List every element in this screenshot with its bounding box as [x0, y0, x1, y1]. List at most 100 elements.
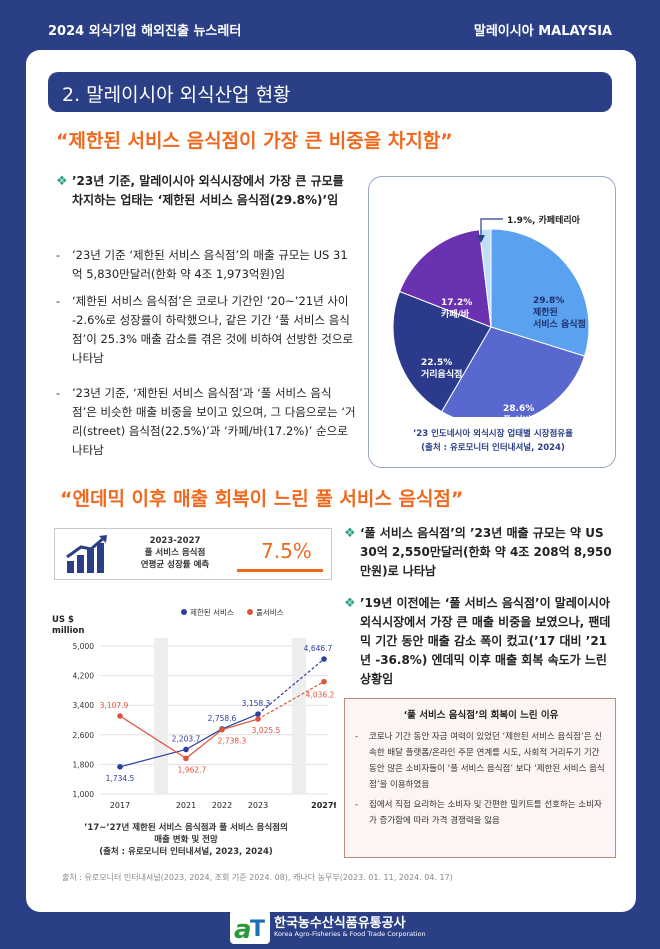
series-point — [321, 656, 327, 662]
y-axis-label: million — [52, 626, 84, 636]
bullet-2-0: ❖ ‘풀 서비스 음식점’의 ’23년 매출 규모는 약 US 30억 2,55… — [344, 524, 616, 581]
pie-slice — [399, 229, 492, 328]
legend-label: 풀서비스 — [256, 608, 284, 617]
bullet-1-2: - ‘제한된 서비스 음식점’은 코로나 기간인 ’20~’21년 사이 -2.… — [56, 292, 356, 368]
svg-text:T: T — [250, 917, 265, 942]
line-caption-line: 매출 변화 및 전망 — [154, 835, 218, 845]
bullet-text: ‘제한된 서비스 음식점’은 코로나 기간인 ’20~’21년 사이 -2.6%… — [72, 294, 354, 365]
pie-slice-label: 28.6% — [503, 404, 534, 414]
country-label: 말레이시아 MALAYSIA — [473, 24, 612, 39]
y-tick-label: 3,400 — [73, 701, 95, 710]
bullet-1-1: - ’23년 기준 ‘제한된 서비스 음식점’의 매출 규모는 US 31억 5… — [56, 246, 356, 284]
cagr-value: 7.5% — [261, 539, 312, 563]
footer-logo: a T 한국농수산식품유통공사 Korea Agro-Fisheries & F… — [230, 910, 440, 944]
data-label: 1,734.5 — [106, 774, 135, 783]
bullet-text: ’23년 기준, ‘제한된 서비스 음식점’과 ‘풀 서비스 음식점’은 비슷한… — [72, 386, 356, 457]
y-tick-label: 2,600 — [73, 731, 95, 740]
cagr-box: 2023-2027 풀 서비스 음식점 연평균 성장률 예측 7.5% — [54, 528, 332, 580]
series-point — [117, 713, 123, 719]
pie-slice — [490, 228, 590, 357]
x-tick-label: 2021 — [176, 801, 196, 810]
page-card: 2. 말레이시아 외식산업 현황 “제한된 서비스 음식점이 가장 큰 비중을 … — [26, 50, 636, 912]
series-point — [117, 764, 123, 770]
x-tick-label: 2023 — [248, 801, 268, 810]
pie-slice-label: 거리음식점 — [421, 368, 462, 380]
source-note: 출처 : 유로모니터 인터내셔널(2023, 2024, 조회 기준 2024.… — [62, 873, 453, 882]
series-point — [255, 716, 261, 722]
top-header-bar: 2024 외식기업 해외진출 뉴스레터 말레이시아 MALAYSIA — [0, 0, 660, 50]
logo-text: 한국농수산식품유통공사 — [274, 916, 406, 931]
data-label: 4,036.2 — [306, 691, 335, 700]
data-label: 2,203.7 — [172, 734, 201, 743]
series-line-segment — [257, 658, 325, 715]
section-title-bar: 2. 말레이시아 외식산업 현황 — [48, 72, 612, 112]
bullet-text: ’23년 기준, 말레이시아 외식시장에서 가장 큰 규모를 차지하는 업태는 … — [72, 174, 344, 207]
series-line-segment — [185, 728, 223, 750]
logo-subtext: Korea Agro-Fisheries & Food Trade Corpor… — [274, 930, 426, 938]
data-label: 1,962.7 — [178, 765, 207, 774]
pie-slice — [478, 228, 492, 328]
cagr-underline — [237, 569, 323, 572]
cagr-label: 2023-2027 풀 서비스 음식점 연평균 성장률 예측 — [125, 535, 225, 571]
legend-label: 제한된 서비스 — [190, 607, 234, 617]
series-point — [321, 678, 327, 685]
bullet-marker: - — [56, 386, 61, 400]
y-axis-label: US $ — [52, 615, 74, 625]
x-tick-label: 2017 — [110, 801, 130, 810]
pie-caption-1: ’23 인도네시아 외식시장 업태별 시장점유율 — [413, 429, 573, 439]
axis-break-band — [292, 638, 306, 794]
data-label: 3,158.3 — [242, 699, 271, 708]
callout-arrow — [477, 235, 485, 243]
y-tick-label: 1,800 — [73, 760, 95, 769]
headline-1: “제한된 서비스 음식점이 가장 큰 비중을 차지함” — [56, 130, 453, 152]
data-label: 4,646.7 — [304, 644, 333, 653]
x-tick-label: 2022 — [212, 801, 232, 810]
pie-slice-label: 카페/바 — [441, 308, 470, 320]
line-caption: ’17~’27년 제한된 서비스 음식점과 풀 서비스 음식점의 매출 변화 및… — [66, 822, 306, 858]
series-line-segment — [185, 729, 223, 759]
data-label: 3,025.5 — [252, 726, 281, 735]
note-dash: - — [355, 732, 359, 742]
section-title: 2. 말레이시아 외식산업 현황 — [62, 84, 291, 106]
series-line-segment — [119, 715, 187, 759]
bullet-marker: - — [56, 248, 61, 262]
pie-slice-label: 17.2% — [441, 298, 472, 308]
page-number: 2 — [600, 902, 607, 913]
data-label: 3,107.9 — [100, 701, 129, 710]
note-item-text: 코로나 기간 동안 자금 여력이 있었던 ‘제한된 서비스 음식점’은 신속한 … — [369, 732, 605, 790]
growth-chart-icon — [66, 535, 107, 573]
series-point — [219, 726, 225, 733]
cagr-label-line: 연평균 성장률 예측 — [140, 560, 210, 570]
note-title: ‘풀 서비스 음식점’의 회복이 느린 이유 — [403, 710, 559, 721]
cagr-label-line: 2023-2027 — [149, 536, 201, 546]
bullet-2-1: ❖ ’19년 이전에는 ‘풀 서비스 음식점’이 말레이시아 외식시장에서 가장… — [344, 594, 616, 689]
cagr-label-line: 풀 서비스 음식점 — [144, 548, 206, 558]
bullet-text: ‘풀 서비스 음식점’의 ’23년 매출 규모는 약 US 30억 2,550만… — [360, 526, 612, 578]
note-item: - 집에서 직접 요리하는 소비자 및 간편한 밀키트를 선호하는 소비자가 증… — [355, 797, 609, 829]
line-chart: US $million 제한된 서비스 풀서비스 5,000 4,200 3,400 2,6… — [52, 607, 336, 810]
bullet-marker: - — [56, 294, 61, 308]
pie-slice-label: 22.5% — [421, 358, 452, 368]
bullet-1-0: ❖ ’23년 기준, 말레이시아 외식시장에서 가장 큰 규모를 차지하는 업태… — [56, 172, 356, 210]
callout-line — [480, 218, 503, 235]
pie-slice — [392, 290, 492, 413]
pie-caption-2: (출처 : 유로모니터 인터내셔널, 2024) — [421, 443, 565, 453]
data-label: 2,738.3 — [218, 737, 247, 746]
series-line-segment — [119, 748, 187, 768]
svg-text:a: a — [234, 915, 252, 944]
bullet-marker: ❖ — [344, 596, 356, 611]
bullet-text: ’19년 이전에는 ‘풀 서비스 음식점’이 말레이시아 외식시장에서 가장 큰… — [360, 596, 611, 686]
pie-slice-label: 1.9%, 카페테리아 — [507, 214, 581, 226]
x-tick-label: 2027f — [311, 801, 336, 810]
pie-slice-label: 29.8% — [533, 296, 564, 306]
bullet-marker: ❖ — [344, 526, 356, 541]
series-point — [183, 755, 189, 762]
data-label: 2,758.6 — [208, 714, 237, 723]
pie-slice-label: 서비스 음식점 — [533, 318, 586, 330]
y-tick-label: 5,000 — [73, 642, 95, 651]
headline-2: “엔데믹 이후 매출 회복이 느린 풀 서비스 음식점” — [60, 488, 464, 510]
pie-slice-label: 제한된 — [533, 306, 558, 318]
line-caption-line: (출처 : 유로모니터 인터내셔널, 2023, 2024) — [99, 847, 273, 857]
